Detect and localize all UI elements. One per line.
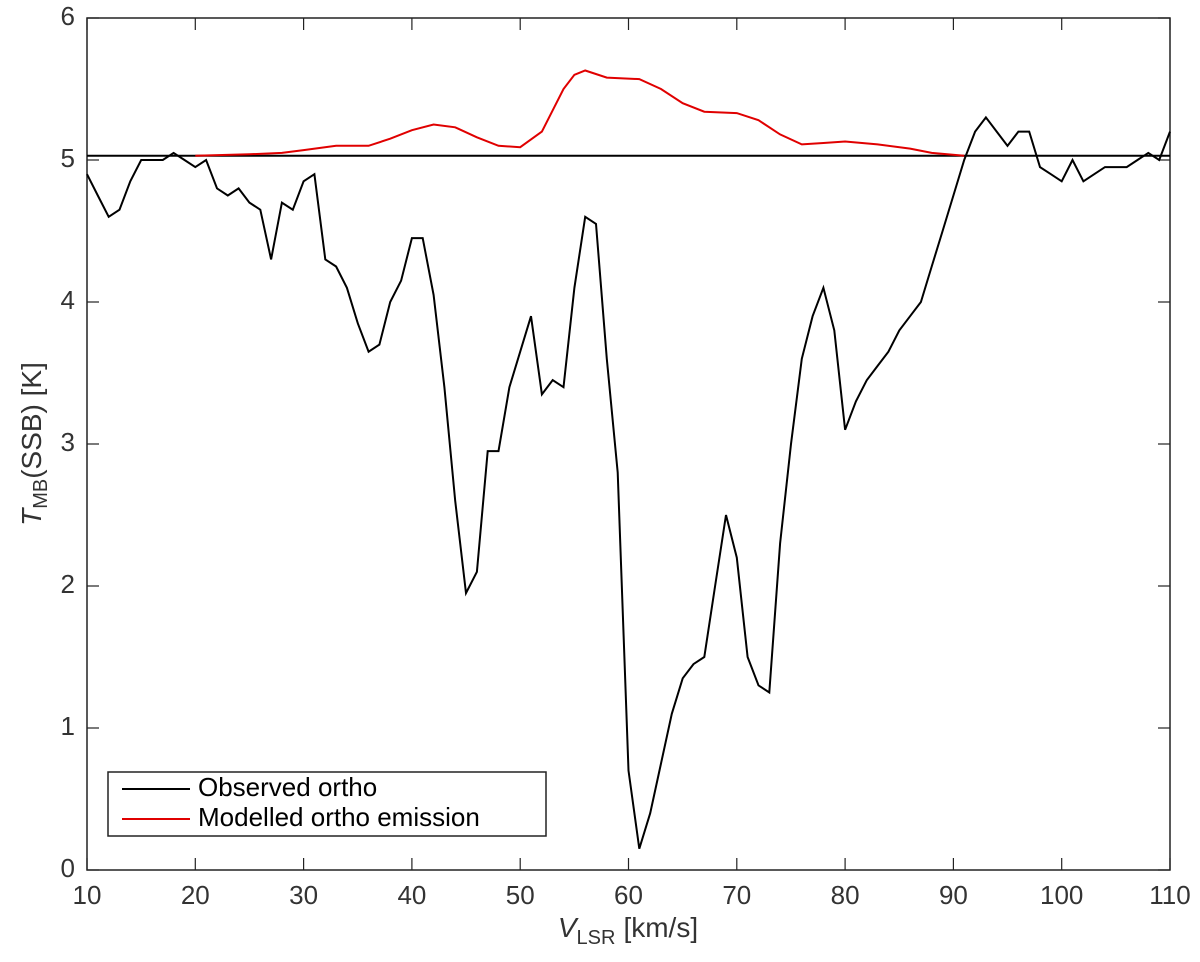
legend-label: Observed ortho bbox=[198, 772, 377, 802]
y-axis-label: TMB(SSB) [K] bbox=[16, 362, 52, 526]
x-tick-label: 70 bbox=[722, 880, 751, 910]
y-tick-label: 4 bbox=[61, 285, 75, 315]
y-tick-label: 5 bbox=[61, 143, 75, 173]
svg-text:TMB(SSB) [K]: TMB(SSB) [K] bbox=[16, 362, 52, 526]
series-line bbox=[195, 69, 965, 157]
y-label-main: T bbox=[16, 507, 47, 526]
y-label-rest: (SSB) [K] bbox=[16, 362, 47, 479]
x-tick-label: 80 bbox=[831, 880, 860, 910]
x-label-sub: LSR bbox=[577, 927, 616, 949]
legend-box bbox=[107, 771, 547, 837]
y-tick-label: 3 bbox=[61, 427, 75, 457]
y-tick-label: 2 bbox=[61, 569, 75, 599]
x-tick-label: 100 bbox=[1040, 880, 1083, 910]
x-tick-label: 20 bbox=[181, 880, 210, 910]
x-label-rest: [km/s] bbox=[623, 912, 698, 943]
y-tick-label: 0 bbox=[61, 853, 75, 883]
y-tick-label: 6 bbox=[61, 1, 75, 31]
legend-label: Modelled ortho emission bbox=[198, 802, 480, 832]
x-tick-label: 40 bbox=[397, 880, 426, 910]
x-label-main: V bbox=[558, 912, 579, 943]
x-tick-label: 60 bbox=[614, 880, 643, 910]
x-tick-label: 50 bbox=[506, 880, 535, 910]
x-tick-label: 10 bbox=[73, 880, 102, 910]
y-tick-label: 1 bbox=[61, 711, 75, 741]
y-label-sub: MB bbox=[30, 479, 52, 509]
x-axis-label: VLSR [km/s] bbox=[558, 912, 698, 949]
x-tick-label: 110 bbox=[1149, 880, 1190, 910]
x-tick-label: 30 bbox=[289, 880, 318, 910]
x-tick-label: 90 bbox=[939, 880, 968, 910]
series-line bbox=[86, 115, 1171, 849]
